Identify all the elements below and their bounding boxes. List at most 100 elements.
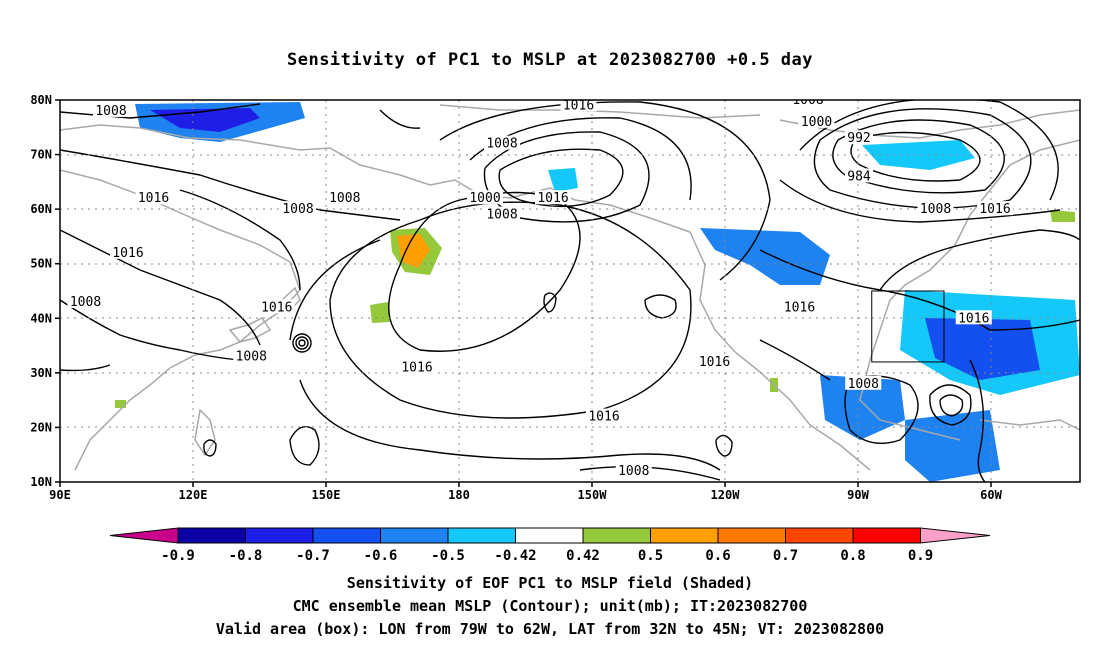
colorbar-segment (380, 527, 449, 544)
shade-negative-blob (905, 410, 1000, 482)
contour-label: 992 (847, 131, 870, 146)
colorbar-segment (852, 527, 921, 544)
contour-labels: 1008 1016 1016 1008 1008 1000 1008 1008 1016 1008… (67, 93, 1013, 479)
contour-label-bg (977, 201, 1013, 216)
contour-label-bg (135, 190, 172, 205)
colorbar: -0.9 -0.8 -0.7 -0.6 -0.5 -0.42 0.42 0.5 0.6 0.7 0.… (109, 527, 991, 564)
contour-label: 1016 (699, 355, 730, 370)
valid-area-box (871, 290, 945, 363)
colorbar-label: 0.7 (773, 548, 798, 564)
contour-label-bg (535, 190, 571, 205)
lat-tick-label: 30N (30, 366, 52, 380)
colorbar-label: 0.8 (840, 548, 865, 564)
colorbar-segment (515, 527, 584, 544)
colorbar-segment (717, 527, 786, 544)
contour-label: 1000 (469, 191, 500, 206)
contour-label: 1008 (486, 208, 517, 223)
contour-label-bg (560, 100, 597, 112)
caption-line-3: Valid area (box): LON from 79W to 62W, L… (215, 620, 885, 638)
colorbar-label: 0.6 (705, 548, 730, 564)
lat-tick-label: 40N (30, 311, 52, 325)
caption-line-1: Sensitivity of EOF PC1 to MSLP field (Sh… (346, 574, 754, 592)
contour-label-bg (110, 244, 146, 259)
contour-label: 1008 (618, 464, 649, 479)
lon-tick-label: 150E (312, 488, 341, 502)
lon-tick-label: 60W (980, 488, 1002, 502)
contour-label-bg (258, 299, 295, 314)
contour-label: 1016 (784, 300, 815, 315)
lon-tick-label: 90W (847, 488, 869, 502)
colorbar-label: 0.9 (908, 548, 933, 564)
contour-label: 1008 (236, 349, 267, 364)
contour-label: 1016 (138, 191, 169, 206)
colorbar-segment (447, 527, 516, 544)
shade-positive-blob (1050, 210, 1075, 222)
colorbar-low-arrow (109, 527, 179, 544)
shade-positive-blob (115, 400, 126, 408)
contour-label: 1016 (958, 311, 989, 326)
shade-negative-core (925, 318, 1040, 380)
colorbar-segment (650, 527, 719, 544)
contour-label: 1016 (979, 202, 1010, 217)
lat-tick-label: 60N (30, 202, 52, 216)
lon-tick-label: 90E (49, 488, 71, 502)
contour-label-bg (955, 310, 992, 325)
contour-label: 984 (847, 169, 871, 184)
colorbar-segment (582, 527, 651, 544)
contour-label: 1000 (801, 115, 832, 130)
contour-label: 1008 (920, 202, 951, 217)
contour-label-bg (484, 135, 520, 150)
contour-label: 1008 (486, 137, 517, 152)
map-frame (59, 99, 1081, 483)
lon-tick-label: 150W (578, 488, 608, 502)
lat-tick-label: 70N (30, 148, 52, 162)
lat-tick-label: 10N (30, 475, 52, 489)
colorbar-label: 0.5 (638, 548, 663, 564)
shade-negative-blob (548, 168, 578, 192)
mslp-contours (60, 100, 1080, 482)
contour-label-bg (696, 353, 733, 368)
contour-label-bg (233, 348, 270, 363)
contour-label-bg (484, 206, 520, 221)
colorbar-label: -0.7 (296, 548, 330, 564)
contour-label-bg (845, 375, 882, 390)
contour-label: 1008 (848, 377, 879, 392)
contour-label: 1008 (70, 295, 101, 310)
colorbar-label: -0.6 (364, 548, 398, 564)
shade-negative-blob (700, 228, 830, 285)
colorbar-label: -0.5 (431, 548, 465, 564)
contour-label-bg (467, 190, 503, 205)
contour-label: 1008 (329, 191, 360, 206)
contour-label-bg (917, 201, 954, 216)
contour-label: 1008 (282, 202, 313, 217)
contour-label-bg (280, 201, 316, 216)
lon-tick-label: 120W (711, 488, 741, 502)
contour-label: 1016 (261, 300, 292, 315)
contour-label-bg (615, 463, 652, 478)
contour-label: 1008 (95, 104, 126, 119)
colorbar-segment (177, 527, 246, 544)
caption-line-2: CMC ensemble mean MSLP (Contour); unit(m… (292, 597, 808, 615)
colorbar-label: 0.42 (566, 548, 600, 564)
contour-label-bg (798, 113, 835, 128)
contour-label-bg (781, 299, 818, 314)
contour-label-bg (845, 168, 873, 183)
contour-label: 1016 (563, 98, 594, 113)
lon-tick-label: 120E (179, 488, 208, 502)
lat-tick-label: 20N (30, 420, 52, 434)
shade-negative-blob (862, 140, 975, 170)
colorbar-label: -0.8 (229, 548, 263, 564)
contour-label-bg (399, 359, 435, 374)
shade-positive-core (397, 234, 430, 268)
shade-negative-blob (820, 375, 905, 440)
contour-label-bg (326, 190, 363, 205)
contour-label-bg (586, 408, 622, 423)
sensitivity-shading (115, 102, 1080, 482)
graticule (60, 100, 1080, 482)
colorbar-high-arrow (920, 527, 991, 544)
contour-label: 1008 (792, 93, 823, 108)
shade-positive-blob (370, 302, 390, 323)
colorbar-segment (312, 527, 381, 544)
